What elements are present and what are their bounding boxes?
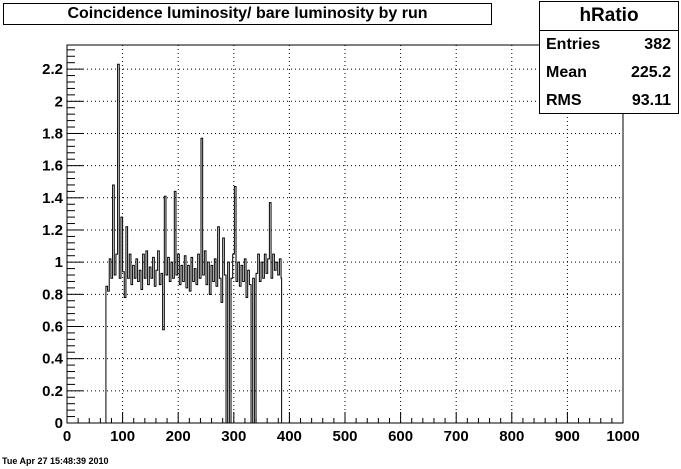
y-tick-label: 0.4 xyxy=(42,351,64,368)
x-tick-label: 0 xyxy=(63,428,71,445)
timestamp: Tue Apr 27 15:48:39 2010 xyxy=(2,456,109,466)
x-tick-label: 200 xyxy=(166,428,191,445)
x-tick-label: 700 xyxy=(444,428,469,445)
y-tick-label: 0 xyxy=(55,415,63,432)
axis-ticks xyxy=(66,49,624,424)
y-tick-label: 0.2 xyxy=(42,383,63,400)
x-tick-label: 300 xyxy=(221,428,246,445)
x-tick-label: 100 xyxy=(110,428,135,445)
y-tick-label: 2.2 xyxy=(42,61,63,78)
y-tick-label: 1.8 xyxy=(42,125,63,142)
x-tick-labels: 0 100 200 300 400 500 600 700 800 900 1000 xyxy=(63,428,640,445)
y-tick-label: 2 xyxy=(55,93,63,110)
stats-mean-value: 225.2 xyxy=(630,64,671,81)
x-tick-label: 500 xyxy=(332,428,357,445)
stats-row-mean: Mean 225.2 xyxy=(540,59,678,87)
stats-row-rms: RMS 93.11 xyxy=(540,87,678,115)
y-tick-label: 0.8 xyxy=(42,286,63,303)
x-tick-label: 1000 xyxy=(606,428,639,445)
x-tick-label: 900 xyxy=(555,428,580,445)
y-tick-label: 0.6 xyxy=(42,318,63,335)
stats-entries-value: 382 xyxy=(644,36,671,53)
stats-rms-label: RMS xyxy=(546,92,582,109)
histogram-series-line xyxy=(105,63,283,424)
y-tick-labels: 0 0.2 0.4 0.6 0.8 1 1.2 1.4 1.6 1.8 2 2.2 xyxy=(42,61,64,432)
stats-mean-label: Mean xyxy=(546,64,587,81)
stats-histogram-name: hRatio xyxy=(540,2,678,31)
x-tick-label: 800 xyxy=(499,428,524,445)
stats-rms-value: 93.11 xyxy=(631,92,671,109)
y-tick-label: 1.4 xyxy=(42,190,64,207)
stats-entries-label: Entries xyxy=(546,36,601,53)
y-tick-label: 1.2 xyxy=(42,222,63,239)
y-tick-label: 1 xyxy=(55,254,63,271)
x-tick-label: 600 xyxy=(388,428,413,445)
stats-box: hRatio Entries 382 Mean 225.2 RMS 93.11 xyxy=(539,1,679,114)
y-tick-label: 1.6 xyxy=(42,158,63,175)
x-tick-label: 400 xyxy=(277,428,302,445)
chart-title: Coincidence luminosity/ bare luminosity … xyxy=(3,3,492,25)
stats-row-entries: Entries 382 xyxy=(540,31,678,59)
